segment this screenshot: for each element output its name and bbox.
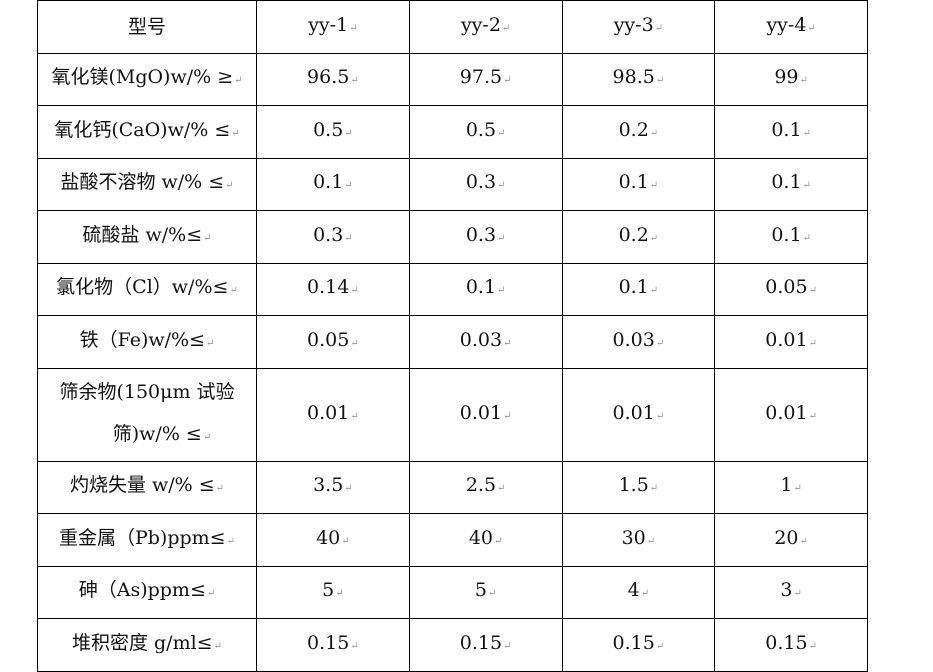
value-cell: 0.15	[561, 618, 716, 672]
value-cell: 0.01	[408, 367, 563, 462]
value-cell: 98.5	[561, 52, 716, 106]
value-cell: 1	[714, 460, 868, 514]
table-row: 氯化物（Cl）w/%≤0.140.10.10.05	[37, 262, 868, 316]
row-label: 氯化物（Cl）w/%≤	[37, 262, 257, 316]
value-cell: 0.1	[256, 157, 410, 211]
row-label-line1: 筛余物(150μm 试验	[59, 380, 235, 403]
value-cell: 3.5	[256, 460, 410, 514]
table-row: 氧化镁(MgO)w/% ≥96.597.598.599	[37, 52, 868, 106]
value-cell: 0.05	[714, 262, 868, 316]
value-cell: 0.1	[714, 105, 868, 159]
value-cell: 0.3	[408, 157, 563, 211]
value-cell: 30	[561, 513, 716, 567]
value-cell: 5	[256, 565, 410, 619]
table-row: 铁（Fe)w/%≤0.050.030.030.01	[37, 315, 868, 369]
value-cell: 0.01	[714, 315, 868, 369]
value-cell: 0.1	[408, 262, 563, 316]
value-cell: 0.1	[561, 262, 716, 316]
row-label: 砷（As)ppm≤	[37, 565, 257, 619]
value-cell: 20	[714, 513, 868, 567]
value-cell: 0.01	[714, 367, 868, 462]
value-cell: 96.5	[256, 52, 410, 106]
row-label: 筛余物(150μm 试验筛)w/% ≤	[37, 367, 257, 462]
value-cell: 0.15	[256, 618, 410, 672]
table-row: 砷（As)ppm≤5543	[37, 565, 868, 619]
value-cell: 0.1	[561, 157, 716, 211]
value-cell: 0.15	[714, 618, 868, 672]
row-label: 氧化钙(CaO)w/% ≤	[37, 105, 257, 159]
table-row: 筛余物(150μm 试验筛)w/% ≤0.010.010.010.01	[37, 367, 868, 462]
table-row: 堆积密度 g/ml≤0.150.150.150.15	[37, 618, 868, 672]
value-cell: 0.03	[561, 315, 716, 369]
row-label: 堆积密度 g/ml≤	[37, 618, 257, 672]
table-row: 盐酸不溶物 w/% ≤0.10.30.10.1	[37, 157, 868, 211]
value-cell: 0.03	[408, 315, 563, 369]
header-cell: 型号	[37, 0, 257, 54]
header-row: 型号 yy-1 yy-2 yy-3 yy-4	[37, 0, 868, 54]
row-label-line2: 筛)w/% ≤	[42, 413, 252, 459]
header-cell: yy-2	[408, 0, 563, 54]
value-cell: 3	[714, 565, 868, 619]
value-cell: 0.05	[256, 315, 410, 369]
value-cell: 0.5	[408, 105, 563, 159]
value-cell: 0.1	[714, 157, 868, 211]
value-cell: 4	[561, 565, 716, 619]
value-cell: 0.14	[256, 262, 410, 316]
table-row: 灼烧失量 w/% ≤3.52.51.51	[37, 460, 868, 514]
value-cell: 0.5	[256, 105, 410, 159]
value-cell: 0.3	[256, 210, 410, 264]
value-cell: 40	[408, 513, 563, 567]
spec-table: 型号 yy-1 yy-2 yy-3 yy-4 氧化镁(MgO)w/% ≥96.5…	[37, 0, 868, 672]
row-label: 重金属（Pb)ppm≤	[37, 513, 257, 567]
value-cell: 2.5	[408, 460, 563, 514]
value-cell: 0.01	[256, 367, 410, 462]
value-cell: 1.5	[561, 460, 716, 514]
table-row: 重金属（Pb)ppm≤40403020	[37, 513, 868, 567]
value-cell: 0.1	[714, 210, 868, 264]
value-cell: 40	[256, 513, 410, 567]
header-cell: yy-3	[561, 0, 716, 54]
value-cell: 0.2	[561, 210, 716, 264]
row-label: 灼烧失量 w/% ≤	[37, 460, 257, 514]
row-label: 氧化镁(MgO)w/% ≥	[37, 52, 257, 106]
value-cell: 0.01	[561, 367, 716, 462]
value-cell: 0.2	[561, 105, 716, 159]
header-cell: yy-1	[256, 0, 410, 54]
row-label: 硫酸盐 w/%≤	[37, 210, 257, 264]
value-cell: 99	[714, 52, 868, 106]
value-cell: 0.3	[408, 210, 563, 264]
row-label: 盐酸不溶物 w/% ≤	[37, 157, 257, 211]
table-row: 硫酸盐 w/%≤0.30.30.20.1	[37, 210, 868, 264]
value-cell: 97.5	[408, 52, 563, 106]
value-cell: 0.15	[408, 618, 563, 672]
value-cell: 5	[408, 565, 563, 619]
table-row: 氧化钙(CaO)w/% ≤0.50.50.20.1	[37, 105, 868, 159]
row-label: 铁（Fe)w/%≤	[37, 315, 257, 369]
header-cell: yy-4	[714, 0, 868, 54]
